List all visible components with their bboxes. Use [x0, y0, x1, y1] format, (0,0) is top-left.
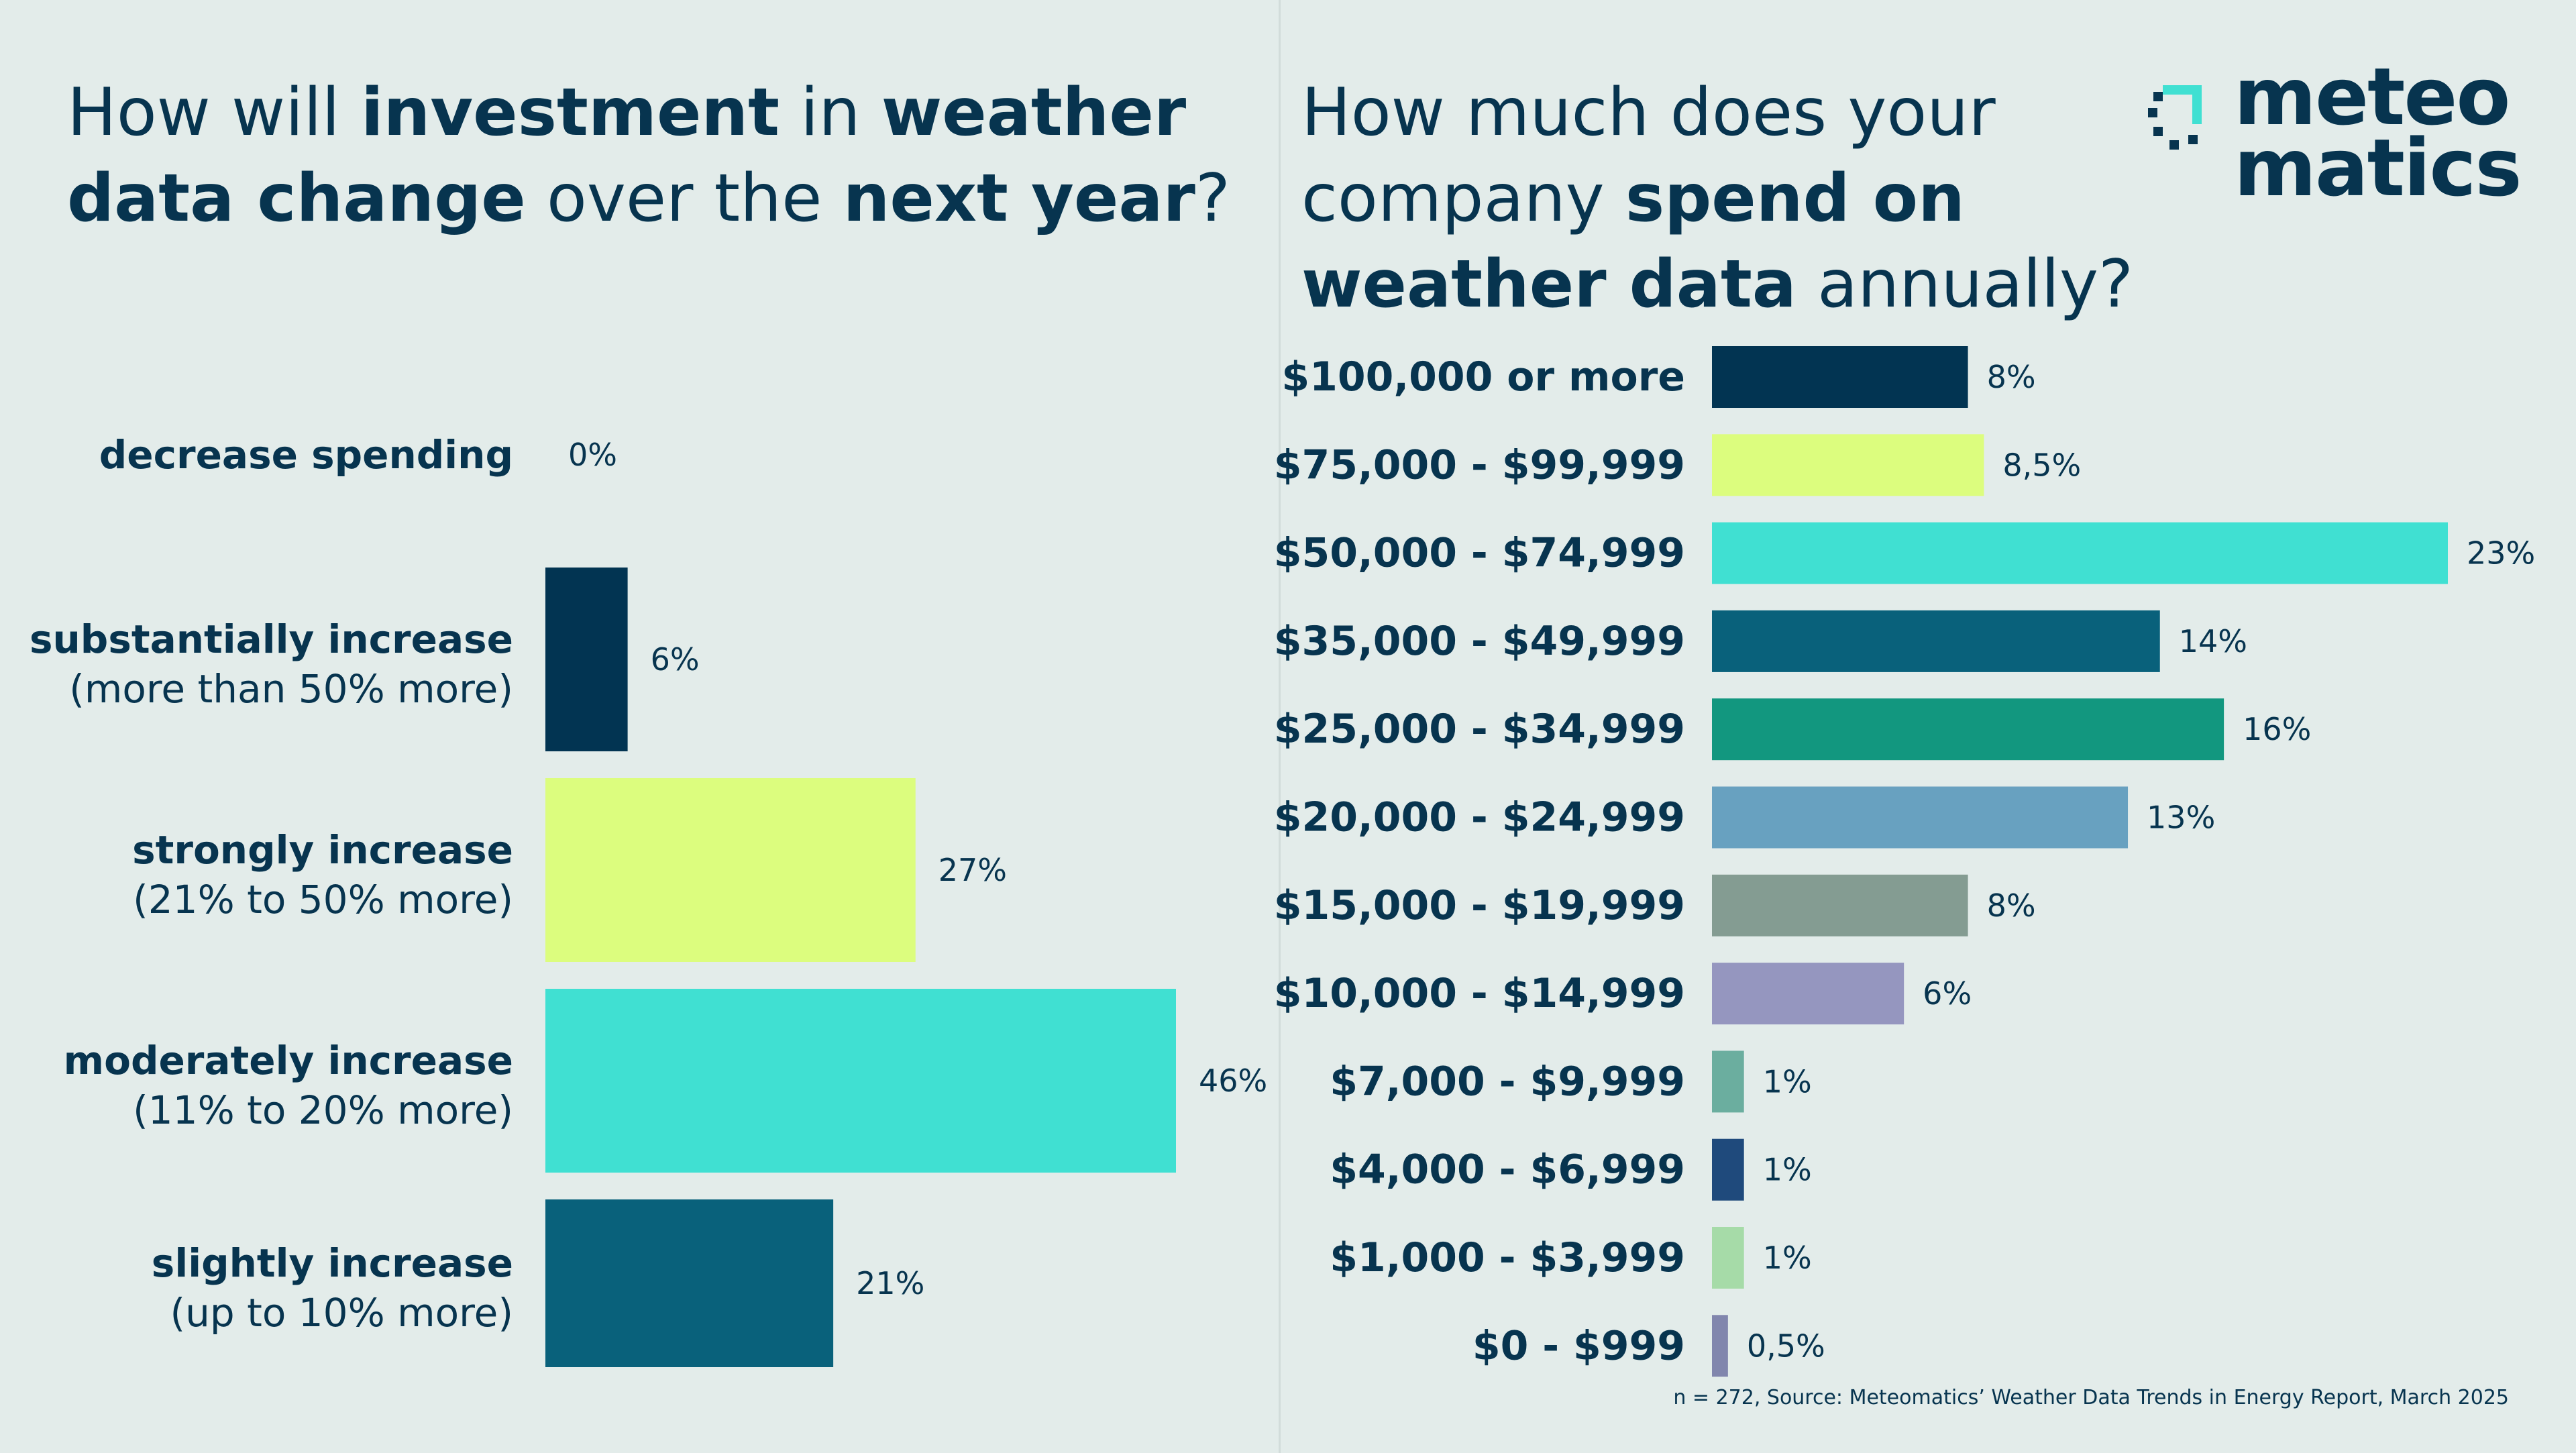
left-title-part-0: How will: [67, 74, 361, 151]
right-value-label-4: 16%: [2243, 711, 2311, 747]
logo-icon: [2148, 85, 2202, 150]
left-title-part-4: over the: [525, 160, 843, 237]
left-category-label-0: decrease spending: [99, 432, 513, 478]
right-category-label-3: $35,000 - $49,999: [1274, 618, 1685, 665]
left-category-sublabel-2: (21% to 50% more): [133, 877, 513, 922]
right-value-label-1: 8,5%: [2002, 447, 2081, 483]
right-value-label-0: 8%: [1987, 359, 2036, 395]
left-title-part-5: next year: [843, 160, 1195, 237]
left-title-part-3: weather data change: [67, 74, 1187, 237]
right-title-part-2: annually?: [1796, 246, 2133, 323]
left-category-label-1: substantially increase: [30, 616, 513, 662]
logo-wordmark: meteo matics: [2234, 50, 2522, 214]
right-bar-11: [1712, 1315, 1728, 1377]
right-category-label-5: $20,000 - $24,999: [1274, 794, 1685, 841]
right-category-label-0: $100,000 or more: [1281, 354, 1685, 400]
right-value-label-6: 8%: [1987, 887, 2036, 924]
left-title-part-2: in: [780, 74, 881, 151]
right-title-part-0: How much does your company: [1301, 74, 1996, 237]
right-value-label-11: 0,5%: [1747, 1328, 1825, 1364]
left-value-label-0: 0%: [568, 437, 617, 473]
right-category-label-9: $4,000 - $6,999: [1330, 1146, 1685, 1193]
right-chart-title: How much does your company spend on weat…: [1301, 70, 2174, 327]
left-bar-4: [545, 1199, 834, 1367]
right-category-label-2: $50,000 - $74,999: [1274, 530, 1685, 577]
right-category-label-1: $75,000 - $99,999: [1274, 441, 1685, 488]
left-category-sublabel-4: (up to 10% more): [170, 1290, 513, 1336]
right-value-label-8: 1%: [1763, 1063, 1812, 1099]
right-value-label-7: 6%: [1923, 975, 1972, 1012]
right-bar-4: [1712, 698, 2224, 761]
left-value-label-2: 27%: [938, 852, 1007, 888]
left-bar-2: [545, 778, 916, 962]
right-bar-3: [1712, 610, 2160, 672]
source-footnote: n = 272, Source: Meteomatics’ Weather Da…: [1673, 1386, 2509, 1409]
right-bar-8: [1712, 1051, 1744, 1113]
left-category-label-4: slightly increase: [152, 1240, 513, 1286]
left-bar-3: [545, 989, 1176, 1173]
left-title-part-1: investment: [360, 74, 780, 151]
right-category-label-7: $10,000 - $14,999: [1274, 970, 1685, 1017]
right-category-label-11: $0 - $999: [1472, 1322, 1685, 1369]
right-bar-1: [1712, 434, 1984, 496]
left-title-part-6: ?: [1195, 160, 1230, 237]
right-category-label-4: $25,000 - $34,999: [1274, 706, 1685, 753]
right-bar-0: [1712, 346, 1968, 408]
right-value-label-5: 13%: [2147, 800, 2215, 836]
logo-line-2: matics: [2234, 121, 2522, 214]
left-value-label-1: 6%: [651, 641, 700, 678]
right-value-label-2: 23%: [2467, 535, 2535, 572]
left-category-label-3: moderately increase: [64, 1038, 513, 1083]
right-bar-9: [1712, 1138, 1744, 1201]
right-bar-10: [1712, 1227, 1744, 1289]
right-bar-7: [1712, 963, 1904, 1025]
left-category-label-2: strongly increase: [132, 827, 513, 873]
panel-divider: [1279, 0, 1281, 1453]
meteomatics-logo: meteo matics: [2147, 57, 2522, 207]
right-bar-2: [1712, 522, 2448, 584]
right-category-label-8: $7,000 - $9,999: [1330, 1058, 1685, 1105]
right-category-label-6: $15,000 - $19,999: [1274, 882, 1685, 929]
right-value-label-10: 1%: [1763, 1240, 1812, 1276]
left-category-sublabel-1: (more than 50% more): [69, 666, 513, 712]
left-category-sublabel-3: (11% to 20% more): [133, 1087, 513, 1133]
right-bar-6: [1712, 874, 1968, 936]
left-value-label-4: 21%: [856, 1265, 924, 1301]
left-bar-1: [545, 568, 628, 751]
right-value-label-9: 1%: [1763, 1152, 1812, 1188]
right-title-part-1: spend on weather data: [1301, 160, 1965, 323]
right-value-label-3: 14%: [2179, 623, 2247, 659]
right-category-label-10: $1,000 - $3,999: [1330, 1234, 1685, 1281]
left-chart-title: How will investment in weather data chan…: [67, 70, 1261, 241]
logo-line-1: meteo: [2234, 50, 2510, 143]
right-bar-5: [1712, 786, 2129, 849]
left-value-label-3: 46%: [1199, 1063, 1267, 1099]
